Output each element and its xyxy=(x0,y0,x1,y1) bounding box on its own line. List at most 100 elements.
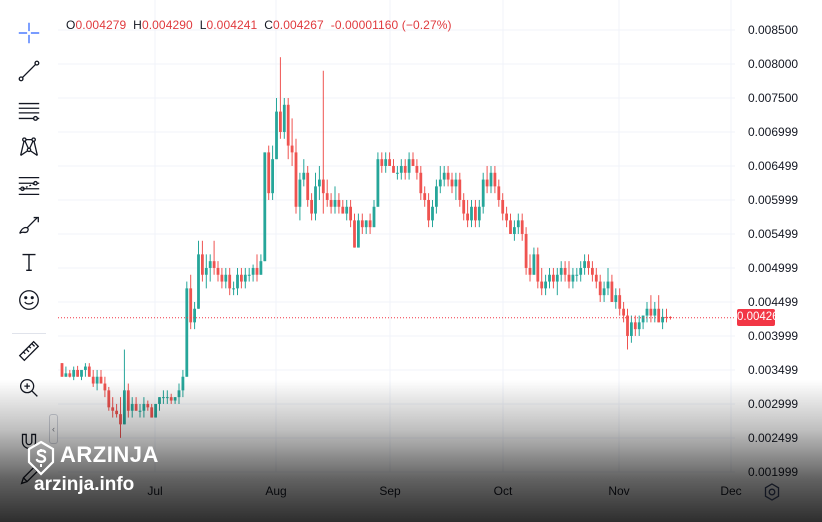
candle xyxy=(594,267,598,289)
candle xyxy=(524,227,528,275)
x-tick-label: Sep xyxy=(379,484,401,498)
candle xyxy=(115,403,118,418)
candle xyxy=(396,165,399,180)
candle xyxy=(579,261,583,282)
candle xyxy=(571,267,575,289)
candle xyxy=(208,254,212,282)
candle xyxy=(618,288,622,316)
x-tick-label: Jul xyxy=(147,484,162,498)
candle xyxy=(243,267,247,289)
candle xyxy=(154,403,157,418)
candle xyxy=(310,193,313,221)
candle xyxy=(520,213,524,241)
candle xyxy=(614,288,618,309)
y-tick-label: 0.006999 xyxy=(748,125,798,139)
candle xyxy=(294,138,298,214)
candle xyxy=(353,213,356,248)
ruler-icon[interactable] xyxy=(13,335,45,367)
candle xyxy=(419,165,423,200)
candle xyxy=(630,315,633,343)
candle xyxy=(282,97,286,139)
text-icon[interactable] xyxy=(13,246,45,278)
candle xyxy=(290,118,294,166)
candle xyxy=(442,165,446,187)
candle xyxy=(450,172,454,194)
candle xyxy=(493,165,497,194)
candle xyxy=(540,267,544,296)
candle xyxy=(626,308,629,350)
candle xyxy=(224,267,228,289)
candle xyxy=(341,199,345,214)
candle xyxy=(107,386,111,411)
candle xyxy=(364,220,368,234)
toolbar-divider xyxy=(12,333,46,334)
candle xyxy=(60,363,64,377)
candle xyxy=(598,274,602,302)
brush-icon[interactable] xyxy=(13,209,45,241)
candle xyxy=(544,274,547,296)
y-tick-label: 0.005999 xyxy=(748,193,798,207)
trend-line-icon[interactable] xyxy=(13,55,45,87)
candle xyxy=(532,247,536,275)
candle xyxy=(587,254,590,275)
change-value: -0.00001160 (−0.27%) xyxy=(330,18,452,32)
candle xyxy=(392,159,395,173)
x-tick-label: Nov xyxy=(608,484,629,498)
candle xyxy=(212,240,216,275)
candle xyxy=(403,159,407,180)
candle xyxy=(173,397,177,404)
candle xyxy=(399,159,403,180)
y-tick-label: 0.003499 xyxy=(748,363,798,377)
candle xyxy=(162,390,165,404)
candle xyxy=(528,254,532,282)
fib-retracement-icon[interactable] xyxy=(13,170,45,202)
candle xyxy=(298,172,302,221)
candles xyxy=(60,57,672,438)
candle xyxy=(431,199,434,228)
candle xyxy=(661,308,664,330)
candle xyxy=(204,254,208,289)
candle xyxy=(458,172,462,207)
pattern-icon[interactable] xyxy=(13,132,45,164)
candle xyxy=(76,365,79,377)
candle xyxy=(134,397,138,411)
candle xyxy=(477,199,481,228)
candle xyxy=(165,390,169,404)
emoji-icon[interactable] xyxy=(13,284,45,316)
candle xyxy=(91,369,95,387)
candle xyxy=(201,240,204,282)
candle xyxy=(80,369,83,381)
candle xyxy=(645,301,649,323)
candle xyxy=(606,267,610,296)
candle xyxy=(99,369,103,384)
candle xyxy=(563,261,567,282)
watermark-brand: ARZINJA xyxy=(60,442,159,467)
candle xyxy=(119,397,122,438)
candle xyxy=(216,261,220,282)
candle xyxy=(87,363,91,377)
candle xyxy=(123,349,126,425)
y-tick-label: 0.004999 xyxy=(748,261,798,275)
candle xyxy=(380,152,384,173)
candle xyxy=(485,165,489,194)
high-value: 0.004290 xyxy=(141,18,193,32)
crosshair-icon[interactable] xyxy=(13,17,45,49)
candle xyxy=(372,199,376,228)
candle xyxy=(197,240,200,309)
candle xyxy=(68,369,72,378)
candle xyxy=(84,363,87,377)
candle xyxy=(130,397,134,418)
y-tick-label: 0.002999 xyxy=(748,397,798,411)
candle xyxy=(633,315,637,336)
candle xyxy=(649,295,653,323)
horizontal-lines-icon[interactable] xyxy=(13,95,45,127)
candle xyxy=(220,267,224,289)
settings-gear-icon[interactable] xyxy=(762,482,782,502)
candle xyxy=(481,172,485,214)
candle xyxy=(411,152,415,166)
candle xyxy=(95,369,99,391)
candle xyxy=(555,267,559,296)
candle xyxy=(497,179,501,207)
candle xyxy=(665,308,668,323)
y-tick-label: 0.008000 xyxy=(748,57,798,71)
